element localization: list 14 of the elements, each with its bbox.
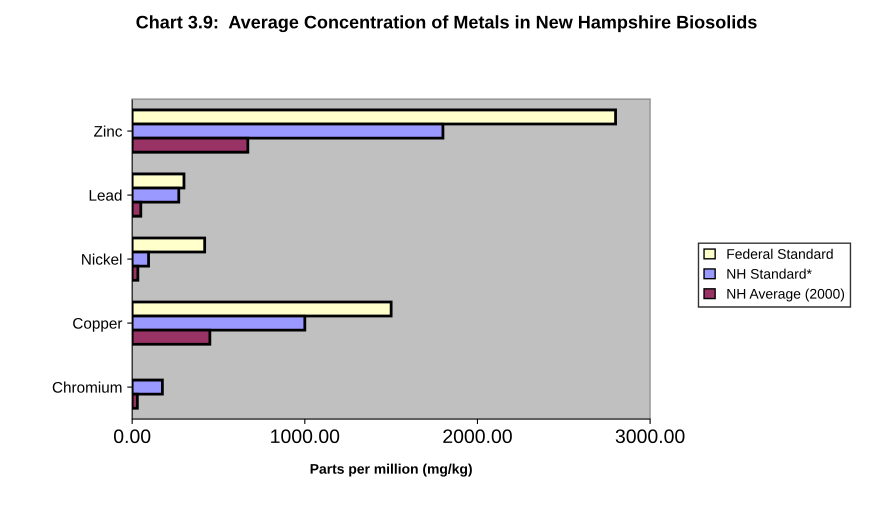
y-tick-label: Chromium [52, 382, 122, 393]
y-tick-label: Copper [73, 318, 122, 332]
legend-label: NH Standard* [727, 268, 812, 279]
chart-title: Chart 3.9: Average Concentration of Metals in New Hampshire Biosolids [136, 15, 757, 32]
y-tick-label: Lead [90, 190, 122, 201]
x-axis-title: Parts per million (mg/kg) [310, 464, 472, 477]
x-tick-label: 1000.00 [271, 429, 340, 444]
x-tick-label: 2000.00 [443, 429, 512, 444]
y-tick-label: Nickel [82, 254, 122, 265]
x-tick-label: 3000.00 [616, 429, 684, 444]
x-tick-label: 0.00 [114, 429, 150, 444]
legend-label: NH Average (2000) [727, 288, 844, 302]
legend-label: Federal Standard [727, 248, 833, 259]
y-tick-label: Zinc [94, 126, 122, 137]
